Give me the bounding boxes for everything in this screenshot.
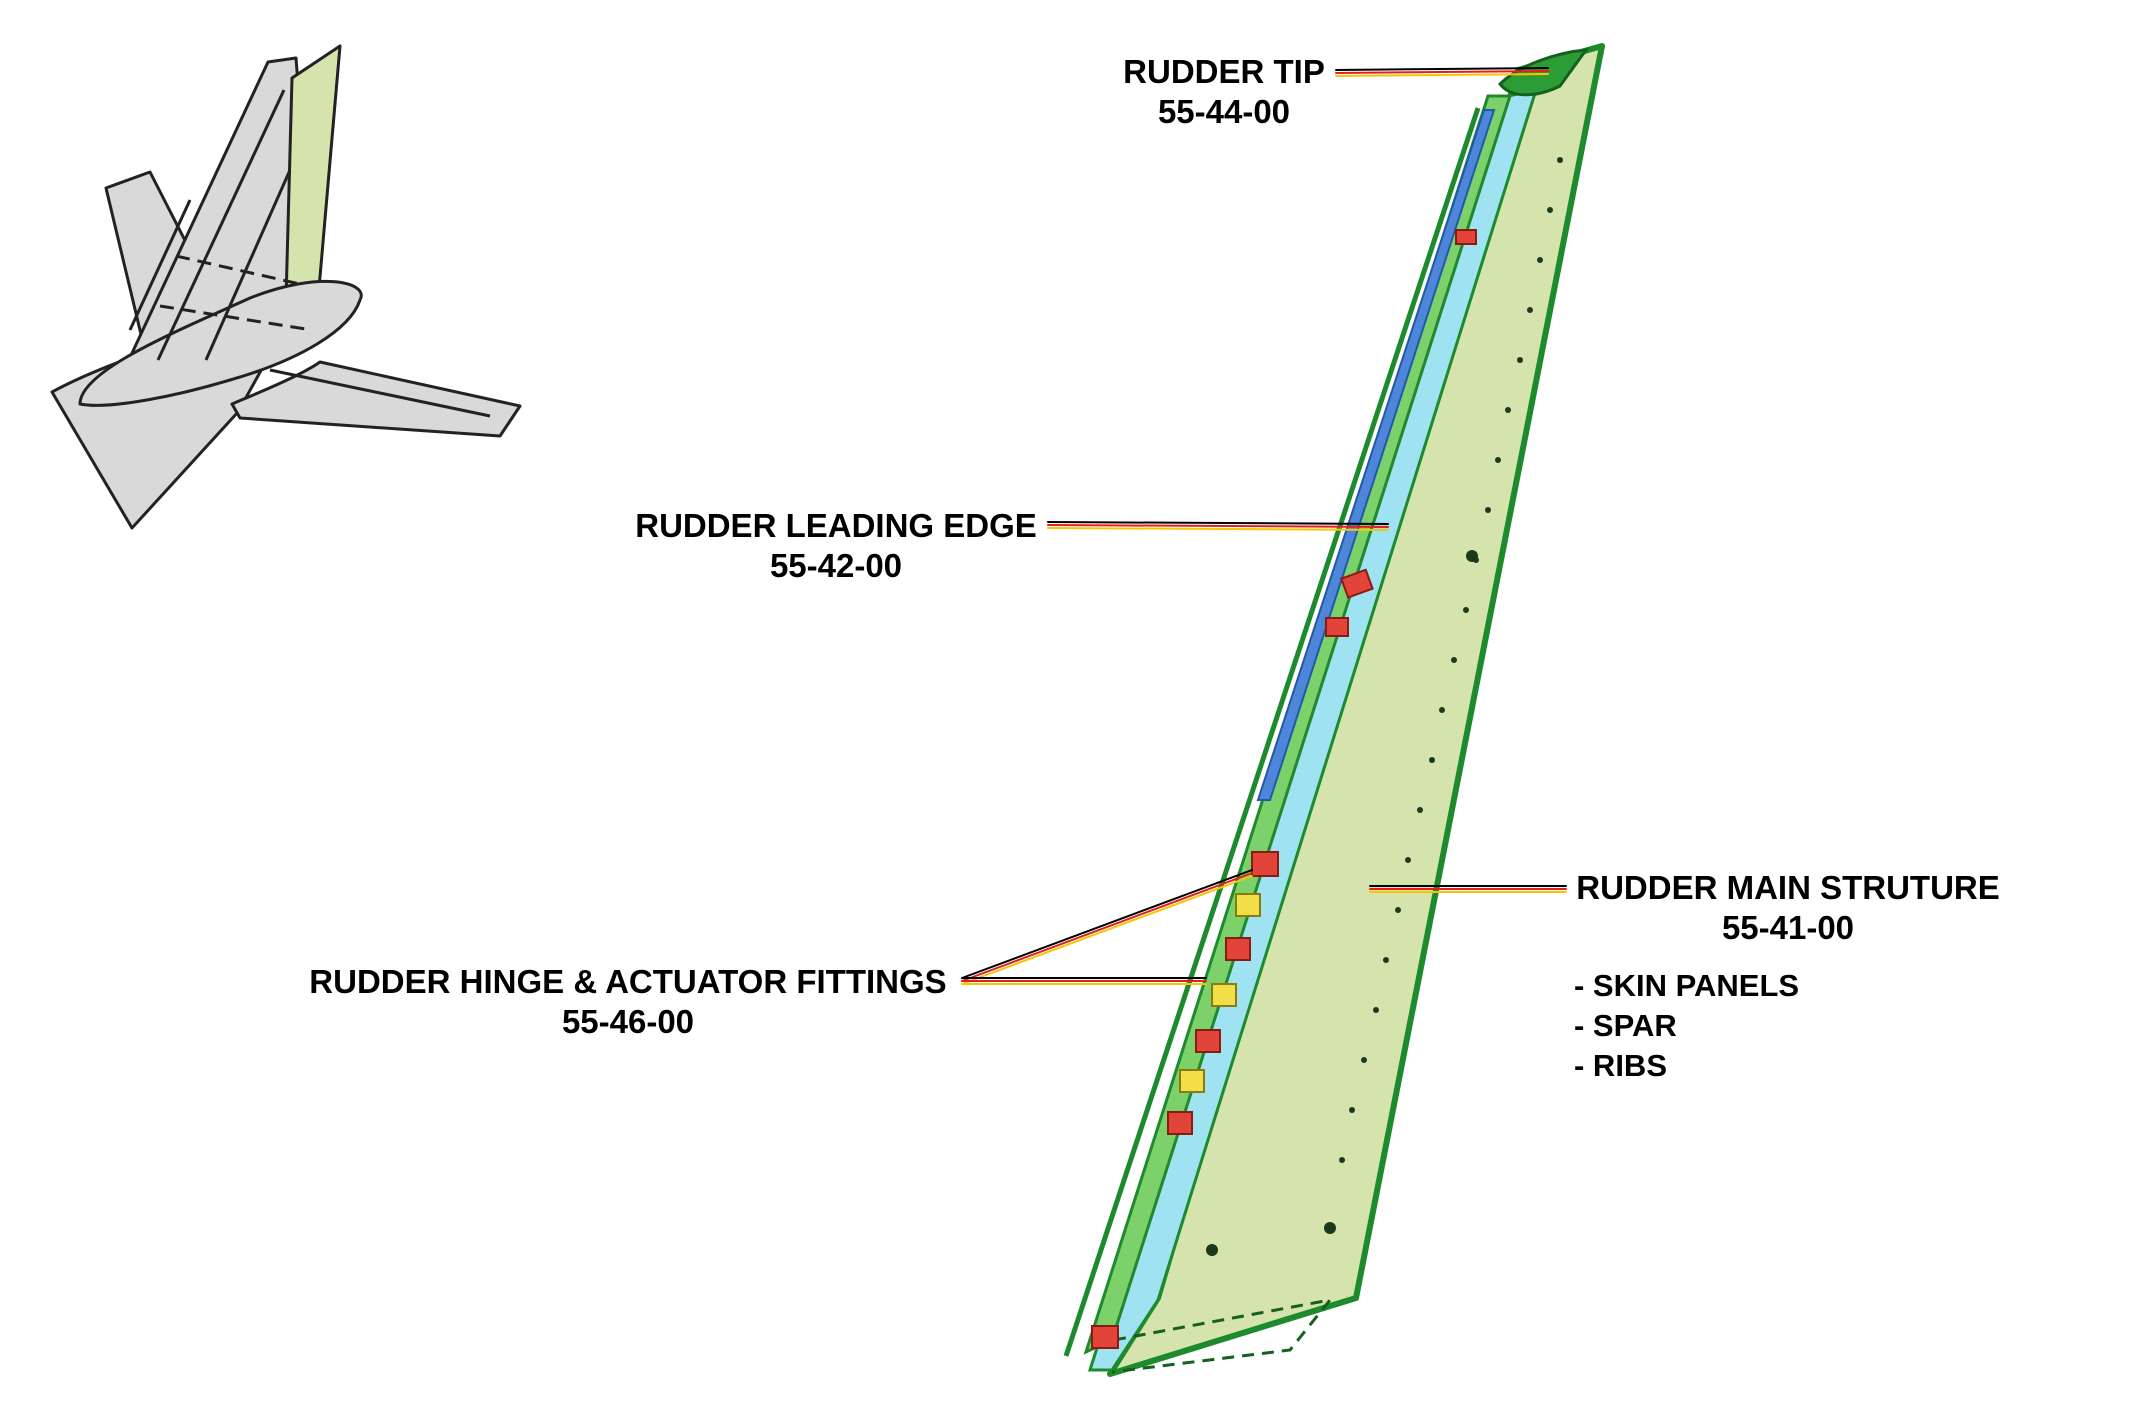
label-main-structure-code: 55-41-00	[1721, 909, 1855, 946]
label-hinge-fittings-title: RUDDER HINGE & ACTUATOR FITTINGS	[309, 963, 947, 1000]
main-structure-items: - SKIN PANELS - SPAR - RIBS	[1574, 966, 1799, 1086]
list-item: - RIBS	[1574, 1048, 1667, 1083]
label-main-structure: RUDDER MAIN STRUTURE 55-41-00	[1566, 868, 2010, 948]
leader-hinge-fittings	[961, 869, 1253, 985]
label-rudder-tip-code: 55-44-00	[1157, 93, 1291, 130]
label-rudder-tip-title: RUDDER TIP	[1123, 53, 1325, 90]
list-item: - SPAR	[1574, 1008, 1677, 1043]
leader-rudder-tip	[1335, 67, 1549, 77]
leader-main-structure	[1369, 885, 1567, 893]
label-hinge-fittings: RUDDER HINGE & ACTUATOR FITTINGS 55-46-0…	[298, 962, 958, 1042]
label-leading-edge-code: 55-42-00	[769, 547, 903, 584]
label-rudder-tip: RUDDER TIP 55-44-00	[1110, 52, 1338, 132]
label-main-structure-title: RUDDER MAIN STRUTURE	[1576, 869, 2000, 906]
list-item: - SKIN PANELS	[1574, 968, 1800, 1003]
label-leading-edge: RUDDER LEADING EDGE 55-42-00	[626, 506, 1046, 586]
label-leading-edge-title: RUDDER LEADING EDGE	[635, 507, 1037, 544]
leader-leading-edge	[1047, 521, 1389, 531]
label-hinge-fittings-code: 55-46-00	[561, 1003, 695, 1040]
